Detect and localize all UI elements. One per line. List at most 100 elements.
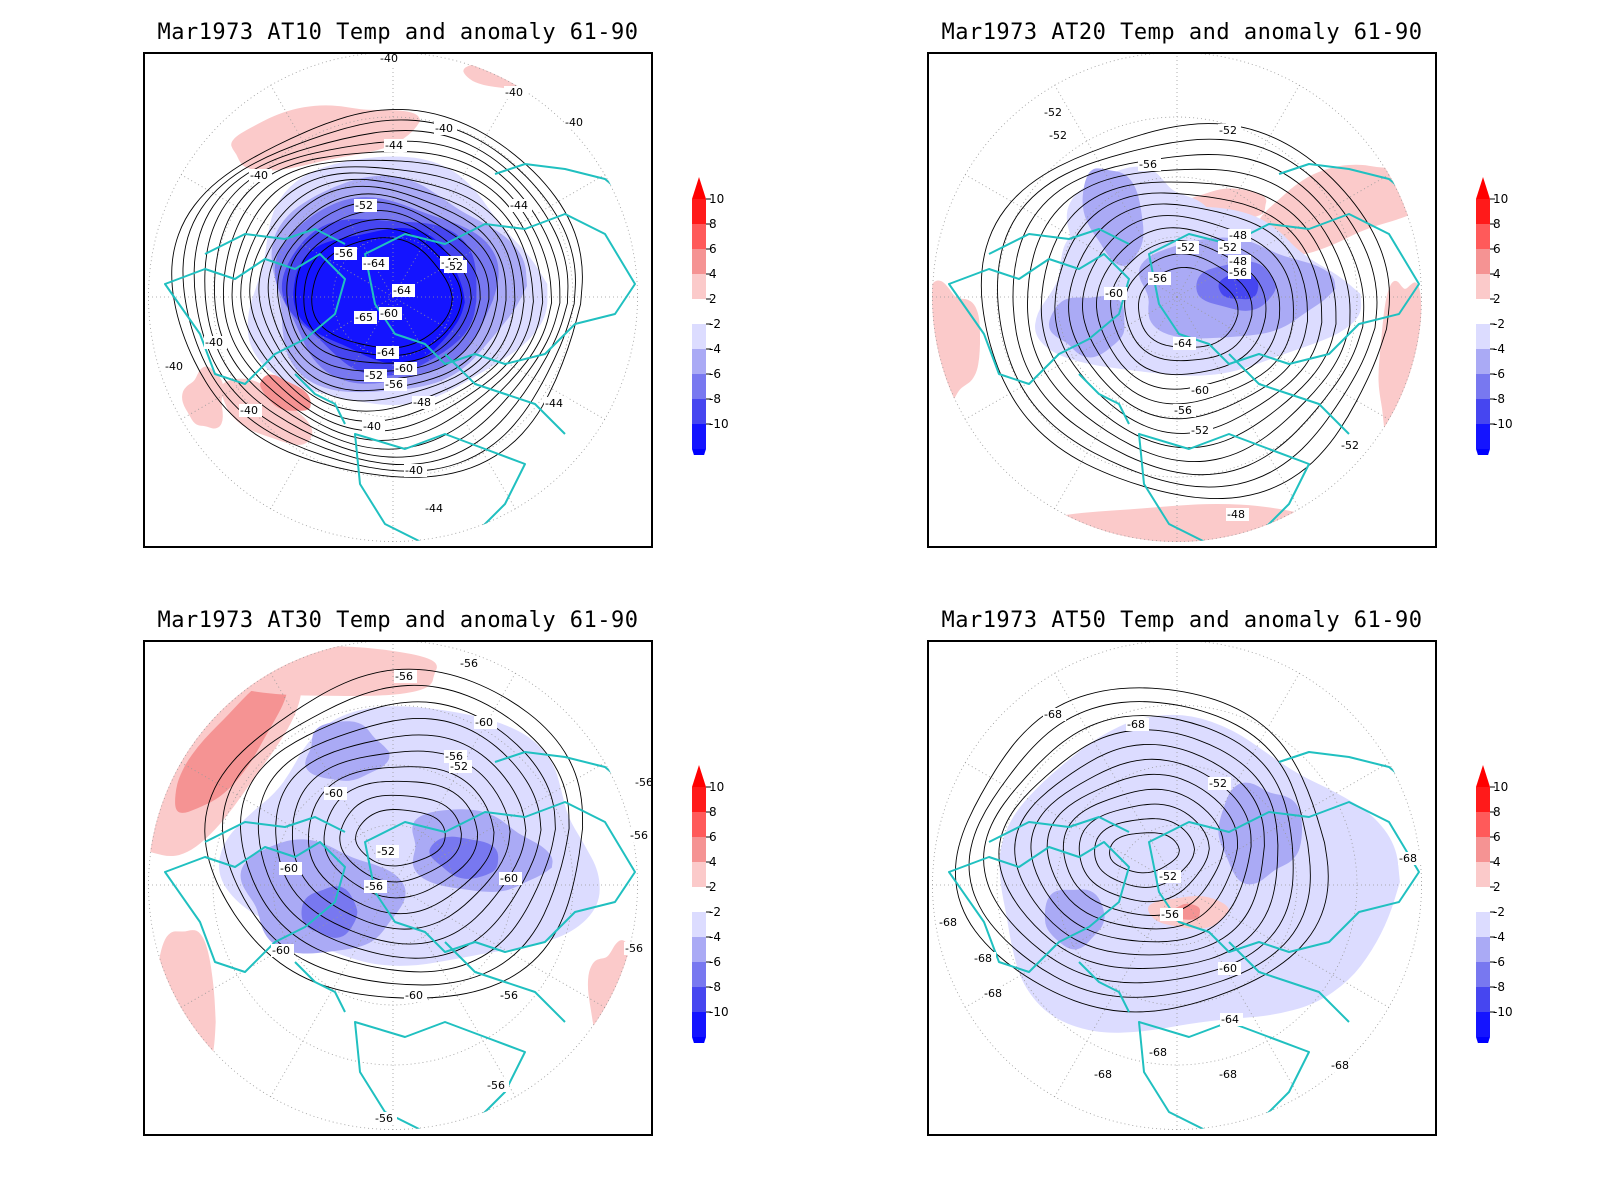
contour-label-bg bbox=[1340, 439, 1363, 452]
contour-label: -52 bbox=[377, 845, 395, 858]
colorbar-label: 4 bbox=[709, 267, 717, 281]
contour-label-bg bbox=[449, 760, 472, 773]
meridian-line bbox=[1054, 84, 1178, 298]
contour-label: -52 bbox=[1191, 424, 1209, 437]
colorbar-label: 4 bbox=[709, 855, 717, 869]
colorbar-swatch bbox=[692, 299, 706, 324]
isotherm-contour bbox=[1068, 203, 1308, 420]
contour-label-bg bbox=[374, 1112, 397, 1125]
isotherm-contour bbox=[204, 668, 584, 999]
contour-label: -68 bbox=[1219, 1068, 1237, 1081]
contour-label-bg bbox=[1220, 1013, 1243, 1026]
colorbar-swatch bbox=[692, 962, 706, 987]
contour-label: -52 bbox=[445, 260, 463, 273]
contour-label: -60 bbox=[325, 787, 343, 800]
contour-label: -56 bbox=[375, 1112, 393, 1125]
contour-label: -52 bbox=[1209, 777, 1227, 790]
contour-label: -52 bbox=[1219, 241, 1237, 254]
contour-label: -56 bbox=[335, 247, 353, 260]
colorbar-label: -10 bbox=[1493, 417, 1513, 431]
contour-label-bg bbox=[1148, 272, 1171, 285]
colorbar-label: -10 bbox=[1493, 1005, 1513, 1019]
coastline bbox=[1078, 961, 1130, 1013]
isotherm-contour bbox=[1014, 743, 1265, 956]
contour-label: -60 bbox=[1105, 287, 1123, 300]
colorbar-label: -4 bbox=[709, 342, 721, 356]
colorbar-label: 8 bbox=[709, 805, 717, 819]
contour-label-bg bbox=[499, 872, 522, 885]
contour-label: -40 bbox=[165, 360, 183, 373]
contour-label-bg bbox=[354, 199, 377, 212]
colorbar-swatch bbox=[692, 349, 706, 374]
colorbar-label: -2 bbox=[1493, 317, 1505, 331]
isotherm-contour bbox=[204, 140, 561, 458]
contour-label: -44 bbox=[425, 502, 443, 515]
isotherm-contour bbox=[277, 201, 490, 382]
colorbar-swatch bbox=[692, 324, 706, 349]
contour-label: -40 bbox=[405, 464, 423, 477]
colorbar-swatch bbox=[1476, 862, 1490, 887]
colorbar-swatch bbox=[1476, 987, 1490, 1012]
polar-map: -52-52 -52-56-48-52 -52-56 -56-60-64-60-56-… bbox=[932, 54, 1422, 542]
coastline bbox=[204, 816, 346, 843]
isotherm-contour bbox=[1062, 788, 1225, 916]
contour-label: -68 bbox=[939, 916, 957, 929]
contour-label-bg bbox=[1173, 337, 1196, 350]
contour-label: -56 bbox=[1149, 272, 1167, 285]
colorbar-swatch bbox=[692, 249, 706, 274]
contour-label: -60 bbox=[500, 872, 518, 885]
contour-label-bg bbox=[394, 362, 417, 375]
isotherm-contour bbox=[1138, 267, 1239, 348]
meridian-line bbox=[392, 884, 606, 1008]
coastline bbox=[364, 213, 636, 365]
contour-label-bg bbox=[204, 336, 227, 349]
contour-label-bg bbox=[983, 987, 1006, 1000]
contour-label: -56 bbox=[630, 829, 648, 842]
isotherm-contour bbox=[240, 172, 525, 422]
meridian-line bbox=[180, 762, 394, 886]
contour-label-bg bbox=[394, 670, 417, 683]
colorbar-swatch bbox=[692, 912, 706, 937]
contour-label-bg bbox=[249, 169, 272, 182]
contour-label: -40 bbox=[435, 122, 453, 135]
colorbar-swatch bbox=[692, 399, 706, 424]
contour-label-bg bbox=[973, 952, 996, 965]
contour-label-bg bbox=[164, 360, 187, 373]
meridian-line bbox=[1176, 884, 1300, 1098]
isotherm-contour bbox=[257, 717, 542, 959]
contour-label: -64 bbox=[1174, 337, 1192, 350]
colorbar-swatch bbox=[1476, 299, 1490, 324]
colorbar-label: 8 bbox=[1493, 217, 1501, 231]
anomaly-shading bbox=[1218, 782, 1302, 885]
contour-label-bg bbox=[384, 378, 407, 391]
colorbar-swatch bbox=[692, 274, 706, 299]
colorbar-swatch bbox=[692, 937, 706, 962]
isotherm-contour bbox=[1109, 832, 1180, 874]
meridian-line bbox=[270, 296, 394, 510]
colorbar-label: 4 bbox=[1493, 855, 1501, 869]
isotherm-contour bbox=[258, 185, 507, 402]
colorbar-label: 4 bbox=[1493, 267, 1501, 281]
contour-label-bg bbox=[444, 750, 467, 763]
contour-label-bg bbox=[1398, 852, 1421, 865]
contour-label: -56 bbox=[385, 378, 403, 391]
contour-label-bg bbox=[1190, 424, 1213, 437]
coastline bbox=[164, 253, 346, 385]
contour-label: -60 bbox=[272, 944, 290, 957]
meridian-line bbox=[392, 84, 516, 298]
panel-title: Mar1973 AT50 Temp and anomaly 61-90 bbox=[941, 608, 1423, 633]
isotherm-contour bbox=[954, 687, 1329, 1013]
colorbar-swatch bbox=[1476, 937, 1490, 962]
colorbar-label: 10 bbox=[1493, 192, 1508, 206]
colorbar-label: 10 bbox=[1493, 780, 1508, 794]
contour-label-bg bbox=[1126, 718, 1149, 731]
contour-label-bg bbox=[1218, 1068, 1241, 1081]
anomaly-shading bbox=[1048, 295, 1125, 358]
meridian-line bbox=[392, 884, 516, 1098]
contour-label: -40 bbox=[363, 420, 381, 433]
coastline bbox=[1148, 801, 1420, 953]
panel-title: Mar1973 AT10 Temp and anomaly 61-90 bbox=[157, 20, 639, 45]
contour-label: -40 bbox=[505, 86, 523, 99]
contour-label-bg bbox=[376, 845, 399, 858]
polar-map: -68 -68 -52 -68 -52 -56 -60 -68 -68 -68 -64 -68 -68 -… bbox=[932, 642, 1422, 1130]
